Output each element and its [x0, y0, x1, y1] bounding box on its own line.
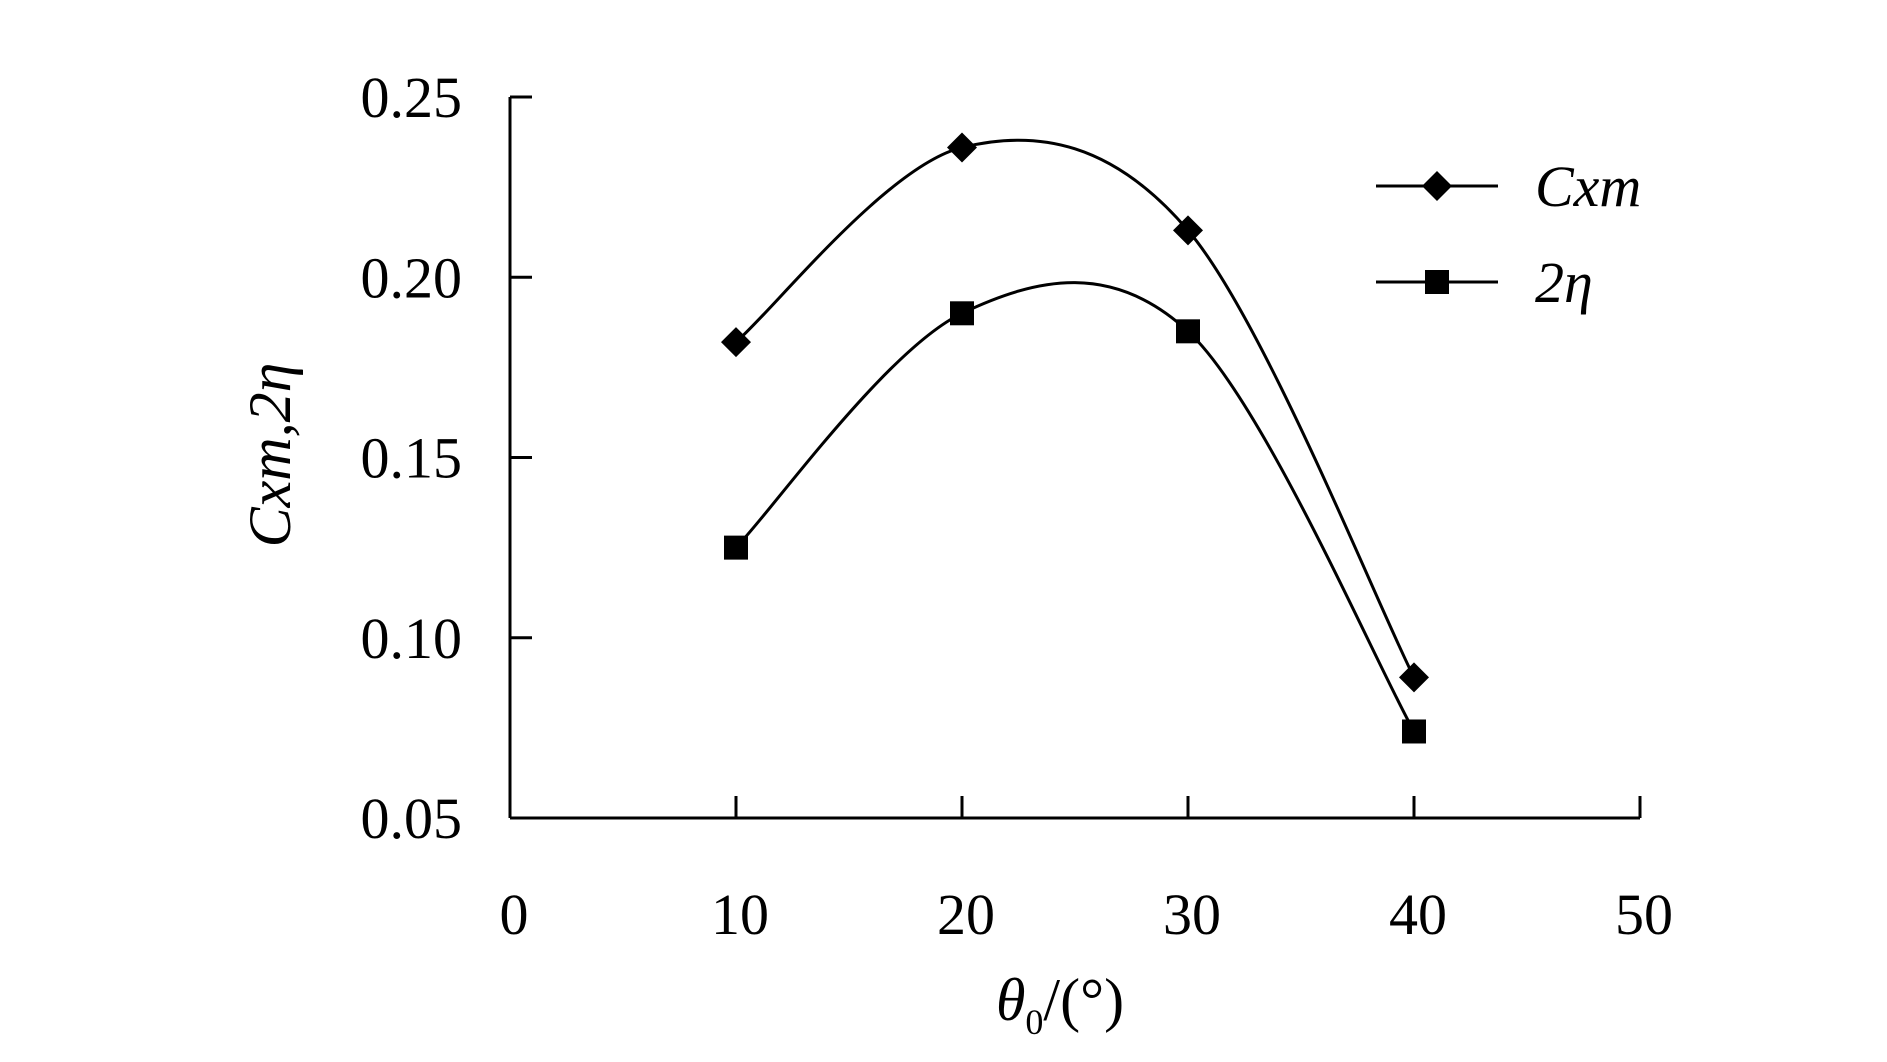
data-point	[1176, 319, 1200, 344]
series-layer	[721, 132, 1429, 744]
y-tick-label: 0.20	[361, 245, 463, 310]
legend-marker	[1425, 270, 1449, 294]
data-point	[721, 327, 751, 358]
x-tick-label: 0	[500, 882, 529, 947]
series-line	[735, 138, 1416, 679]
data-point	[1402, 719, 1426, 744]
x-tick-label: 40	[1389, 882, 1447, 947]
data-point	[947, 132, 977, 163]
y-tick-label: 0.15	[361, 426, 463, 491]
x-axis-title-unit: /(°)	[1043, 967, 1124, 1033]
x-axis-title-symbol: θ	[996, 967, 1025, 1033]
axes: 0.05 0.10 0.15 0.20 0.25 0 10 20 30 40 50	[361, 65, 1674, 947]
legend-item: 2η	[1376, 250, 1593, 315]
legend-label: 2η	[1535, 250, 1593, 315]
legend-label: Cxm	[1535, 154, 1641, 219]
y-tick-label: 0.05	[361, 786, 463, 851]
x-tick-label: 30	[1163, 882, 1221, 947]
data-point	[950, 301, 974, 326]
legend-marker	[1422, 171, 1452, 201]
x-tick-label: 10	[711, 882, 769, 947]
y-tick-label: 0.10	[361, 606, 463, 671]
series-2eta	[724, 281, 1426, 744]
series-cxm	[721, 132, 1429, 693]
x-tick-label: 50	[1615, 882, 1673, 947]
legend-item: Cxm	[1376, 154, 1641, 219]
x-tick-label: 20	[937, 882, 995, 947]
series-line	[734, 281, 1416, 733]
x-axis-title-subscript: 0	[1025, 1002, 1043, 1042]
legend: Cxm 2η	[1376, 154, 1641, 315]
data-point	[1173, 215, 1203, 246]
y-tick-label: 0.25	[361, 65, 463, 130]
data-point	[724, 535, 748, 560]
x-axis-title: θ0/(°)	[996, 967, 1124, 1042]
data-point	[1399, 662, 1429, 693]
y-axis-title: Cxm,2η	[237, 363, 303, 548]
